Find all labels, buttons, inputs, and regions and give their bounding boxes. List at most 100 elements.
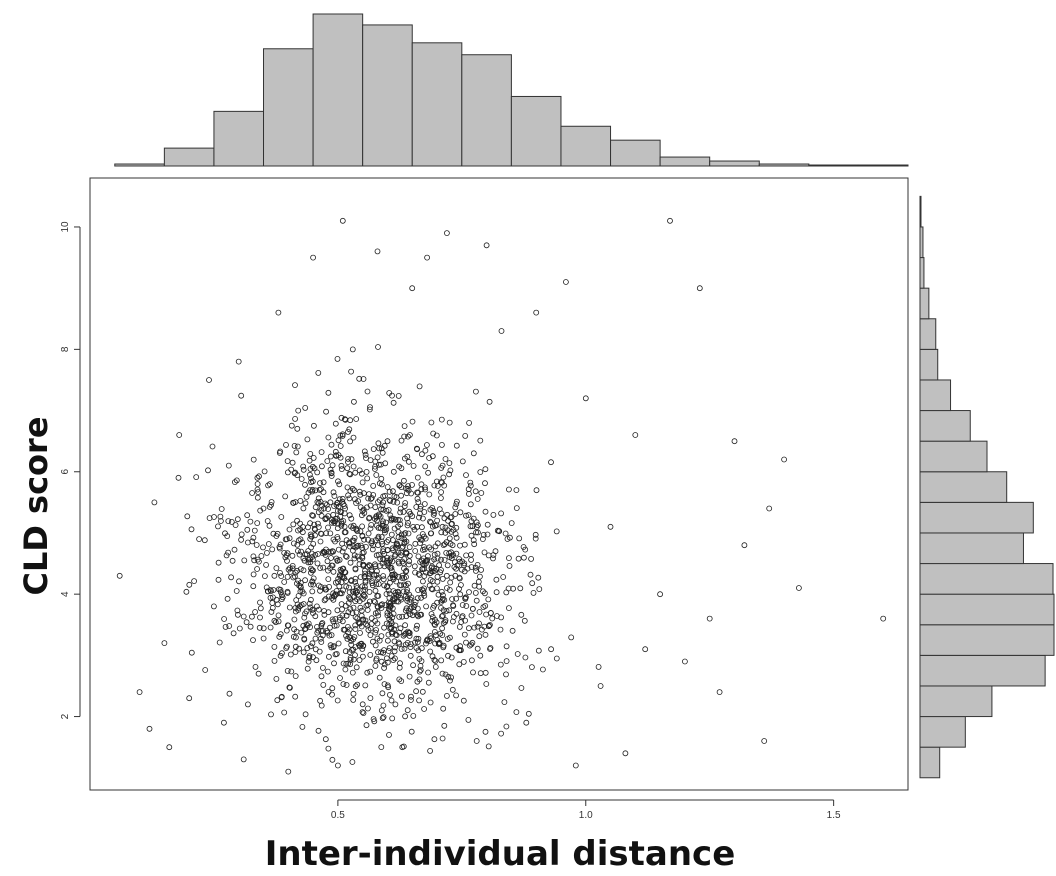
data-point bbox=[379, 449, 386, 456]
data-point bbox=[434, 599, 441, 606]
data-point bbox=[444, 511, 451, 518]
data-point bbox=[595, 664, 602, 670]
data-point bbox=[305, 559, 312, 566]
data-point bbox=[234, 611, 241, 618]
data-point bbox=[380, 573, 387, 579]
data-point bbox=[796, 585, 802, 591]
data-point bbox=[453, 595, 460, 602]
data-point bbox=[336, 614, 343, 621]
data-point bbox=[349, 759, 356, 765]
data-point bbox=[351, 496, 358, 503]
data-point bbox=[474, 496, 481, 502]
data-point bbox=[493, 613, 500, 619]
data-point bbox=[268, 609, 275, 615]
data-point bbox=[342, 553, 349, 559]
data-point bbox=[357, 604, 364, 611]
data-point bbox=[358, 512, 365, 519]
data-point bbox=[447, 467, 454, 474]
data-point bbox=[457, 643, 464, 650]
data-point bbox=[290, 521, 297, 528]
data-point bbox=[414, 639, 421, 645]
data-point bbox=[263, 562, 270, 568]
data-point bbox=[386, 692, 393, 698]
data-point bbox=[289, 459, 296, 466]
data-point bbox=[401, 631, 408, 638]
data-point bbox=[442, 617, 449, 624]
data-point bbox=[334, 525, 341, 532]
data-point bbox=[326, 624, 333, 631]
data-point bbox=[341, 503, 348, 509]
data-point bbox=[347, 417, 354, 424]
data-point bbox=[306, 653, 313, 660]
data-point bbox=[370, 482, 377, 489]
data-point bbox=[307, 450, 314, 457]
data-point bbox=[283, 441, 289, 448]
data-point bbox=[500, 574, 507, 580]
data-point bbox=[188, 526, 195, 533]
data-point bbox=[412, 569, 419, 576]
data-point bbox=[244, 539, 251, 546]
data-point bbox=[352, 683, 359, 690]
data-point bbox=[367, 632, 374, 638]
data-point bbox=[404, 595, 411, 602]
data-point bbox=[413, 625, 420, 632]
data-point bbox=[250, 534, 257, 541]
data-point bbox=[331, 503, 338, 510]
data-point bbox=[607, 523, 614, 530]
data-point bbox=[348, 368, 355, 375]
data-point bbox=[503, 671, 509, 678]
data-point bbox=[317, 587, 323, 594]
data-point bbox=[339, 495, 346, 502]
data-point bbox=[338, 462, 345, 469]
data-point bbox=[459, 602, 466, 608]
data-point bbox=[364, 622, 371, 629]
data-point bbox=[443, 585, 450, 591]
data-point bbox=[328, 644, 335, 651]
data-point bbox=[206, 377, 212, 383]
data-point bbox=[293, 449, 300, 456]
data-point bbox=[235, 358, 242, 365]
data-point bbox=[318, 512, 325, 519]
data-point bbox=[403, 549, 410, 556]
data-point bbox=[384, 438, 391, 445]
x-hist-bar bbox=[263, 48, 314, 167]
data-point bbox=[334, 697, 341, 704]
data-point bbox=[437, 495, 444, 502]
data-point bbox=[332, 651, 339, 658]
data-point bbox=[253, 542, 260, 548]
data-point bbox=[234, 516, 241, 523]
data-point bbox=[397, 660, 403, 667]
data-point bbox=[346, 539, 353, 546]
data-point bbox=[302, 711, 309, 718]
data-point bbox=[260, 635, 267, 642]
data-point bbox=[443, 693, 450, 699]
data-point bbox=[371, 466, 378, 472]
data-point bbox=[328, 470, 335, 477]
data-point bbox=[407, 652, 414, 659]
data-point bbox=[418, 658, 425, 664]
data-point bbox=[309, 607, 316, 613]
y-hist-bar bbox=[919, 379, 952, 412]
data-point bbox=[363, 504, 370, 511]
data-point bbox=[434, 540, 441, 547]
data-point bbox=[406, 673, 413, 680]
data-point bbox=[632, 432, 639, 438]
data-point bbox=[427, 518, 433, 525]
data-point bbox=[414, 474, 421, 481]
data-point bbox=[374, 248, 381, 255]
data-point bbox=[405, 458, 412, 465]
data-point bbox=[395, 588, 402, 595]
data-point bbox=[314, 624, 320, 630]
data-point bbox=[533, 487, 540, 494]
data-point bbox=[193, 474, 200, 481]
data-point bbox=[402, 622, 409, 629]
data-point bbox=[398, 693, 405, 700]
data-point bbox=[404, 640, 411, 646]
data-point bbox=[427, 699, 434, 706]
data-point bbox=[366, 406, 373, 413]
data-point bbox=[465, 512, 472, 518]
data-point bbox=[318, 673, 325, 680]
data-point bbox=[220, 719, 227, 726]
data-point bbox=[282, 536, 289, 543]
data-point bbox=[880, 615, 887, 622]
